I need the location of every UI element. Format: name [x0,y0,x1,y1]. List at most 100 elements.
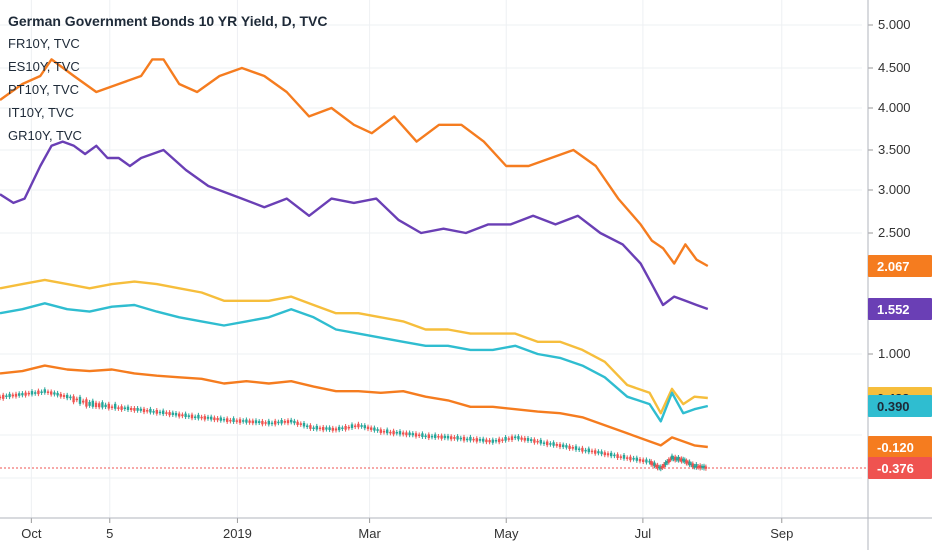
candle-body [251,420,254,424]
series-line-fr10y [0,364,708,449]
candle-body [69,396,72,399]
candle-body [606,453,610,456]
candle-body [171,412,174,415]
candle-body [440,435,443,439]
candle-body [242,420,245,422]
candle-body [571,447,574,449]
candle-body [216,418,219,421]
candle-body [149,408,152,413]
candle-body [656,464,659,469]
candle-body [142,408,146,413]
candle-body [520,437,523,440]
candle-body [123,407,126,410]
candle-body [88,401,91,406]
candle-body [658,466,661,469]
candle-body [600,451,603,455]
candle-body [98,403,101,408]
x-tick-label: 5 [106,526,113,541]
candles [0,387,868,472]
price-label-box [868,298,932,320]
candle-body [226,418,229,422]
candle-body [507,438,510,440]
candle-body [18,393,21,396]
candle-body [107,403,110,409]
candle-body [178,413,181,417]
candle-body [626,457,629,459]
candle-body [187,415,190,417]
candle-body [546,441,549,446]
candle-body [622,454,626,459]
candle-body [466,438,469,441]
candle-body [194,416,197,419]
chart-title: German Government Bonds 10 YR Yield, D, … [8,13,328,29]
series-line-pt10y [0,278,708,415]
candle-body [398,431,402,435]
candle-body [200,416,203,419]
price-label-0.390: 0.390 [877,399,910,414]
legend-item-gr10y[interactable]: GR10Y, TVC [8,128,82,143]
candle-body [40,391,43,393]
candle-body [514,436,517,439]
candle-body [485,439,488,443]
candle-body [318,427,322,430]
candle-body [267,420,270,425]
candle-body [562,444,565,448]
candle-body [162,410,165,415]
candle-body [443,435,446,439]
candle-body [542,442,546,444]
candle-body [690,463,693,466]
candle-body [370,427,373,430]
candle-body [446,435,450,439]
candle-body [146,410,149,412]
candle-body [382,430,386,433]
candle-body [680,458,683,462]
candle-body [594,450,597,454]
candle-body [672,457,675,460]
candle-body [117,407,120,409]
candle-body [587,448,590,453]
candle-body [104,404,107,408]
candle-body [190,414,194,419]
legend-item-pt10y[interactable]: PT10Y, TVC [8,82,80,97]
candle-body [322,426,325,431]
candle-body [126,406,130,410]
candle-body [344,426,347,430]
legend-item-fr10y[interactable]: FR10Y, TVC [8,36,80,51]
candle-body [206,416,210,419]
candle-body [101,402,104,408]
candle-body [130,407,133,411]
candle-body [392,430,395,435]
price-label-box [868,255,932,277]
candle-body [34,392,37,394]
y-tick-label: 5.000 [878,17,911,32]
candle-body [347,426,350,429]
candle-body [530,439,533,442]
candle-body [53,392,56,395]
candle-body [475,438,478,442]
candle-body [197,414,200,419]
x-tick-label: Oct [21,526,42,541]
series-line-it10y [0,140,709,311]
candle-body [203,416,206,420]
candle-body [635,457,638,461]
legend-item-es10y[interactable]: ES10Y, TVC [8,59,80,74]
candle-body [683,459,686,463]
candle-body [650,461,653,465]
candle-body [478,438,482,441]
candle-body [386,429,389,434]
candle-body [139,408,142,411]
candle-body [264,422,267,424]
candle-body [274,420,277,425]
candle-body [210,416,213,420]
candle-body [59,393,62,397]
candle-body [698,465,702,469]
x-tick-label: May [494,526,519,541]
candle-body [85,399,88,407]
candle-body [549,443,552,445]
grid [0,0,862,518]
candle-body [697,466,700,468]
legend-item-it10y[interactable]: IT10Y, TVC [8,105,74,120]
candle-body [232,418,235,422]
candle-body [222,418,226,421]
